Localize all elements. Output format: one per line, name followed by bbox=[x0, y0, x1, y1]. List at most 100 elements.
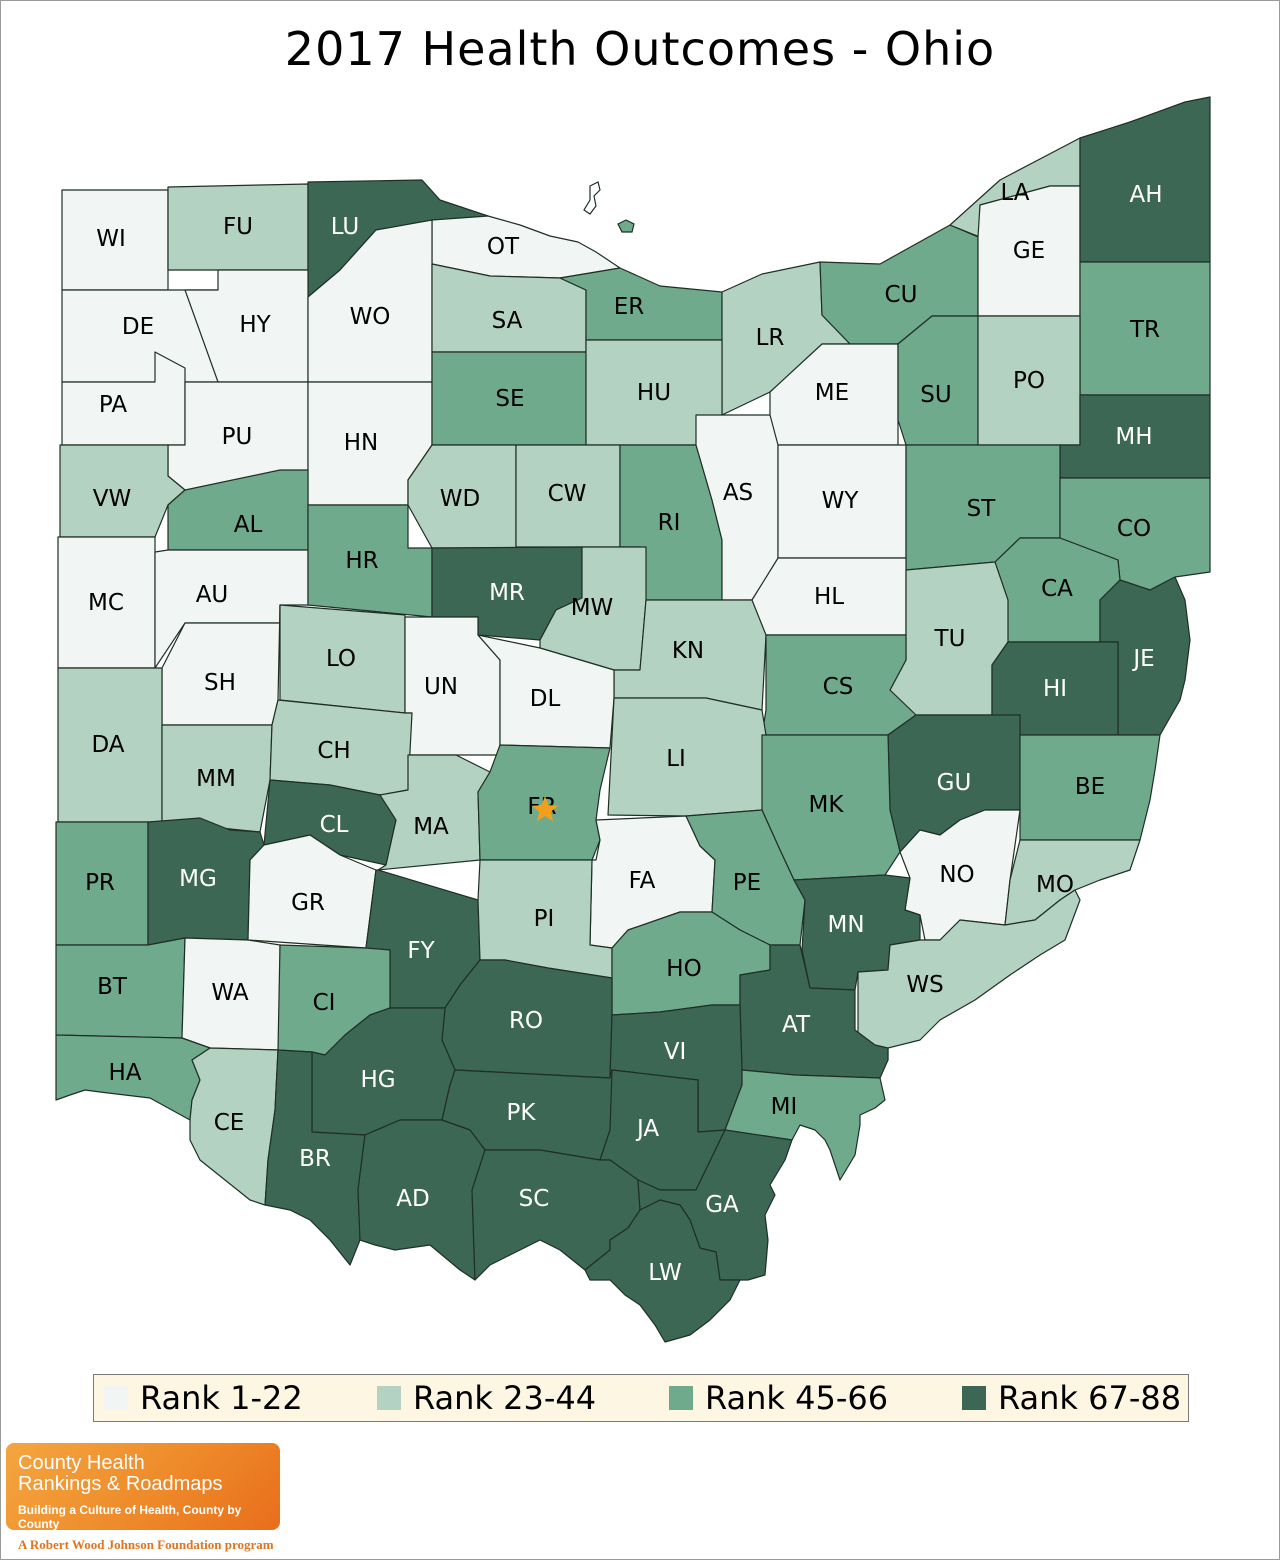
county-su[interactable] bbox=[897, 315, 979, 446]
county-label-sa: SA bbox=[492, 308, 523, 334]
island-kelleys bbox=[583, 181, 601, 215]
county-label-ga: GA bbox=[705, 1192, 739, 1218]
county-label-de: DE bbox=[122, 314, 154, 340]
legend-item-rank-1-22: Rank 1-22 bbox=[104, 1375, 303, 1421]
legend-item-rank-23-44: Rank 23-44 bbox=[377, 1375, 596, 1421]
county-label-vw: VW bbox=[93, 486, 131, 512]
lake-islands bbox=[583, 181, 635, 233]
county-label-li: LI bbox=[666, 746, 686, 772]
county-label-pu: PU bbox=[222, 424, 253, 450]
county-ah[interactable] bbox=[1079, 96, 1211, 263]
logo-tagline: Building a Culture of Health, County by … bbox=[18, 1503, 242, 1531]
county-label-hl: HL bbox=[814, 584, 844, 610]
county-label-hy: HY bbox=[239, 312, 271, 338]
legend-label: Rank 45-66 bbox=[705, 1379, 889, 1417]
legend-label: Rank 1-22 bbox=[140, 1379, 303, 1417]
county-label-ce: CE bbox=[214, 1110, 245, 1136]
county-label-mh: MH bbox=[1115, 424, 1152, 450]
county-label-cu: CU bbox=[885, 282, 918, 308]
county-label-mr: MR bbox=[489, 580, 525, 606]
county-label-ri: RI bbox=[658, 510, 681, 536]
star-icon bbox=[531, 796, 559, 822]
county-label-hu: HU bbox=[637, 380, 671, 406]
county-label-ws: WS bbox=[906, 972, 943, 998]
county-layer bbox=[55, 96, 1211, 1343]
county-label-po: PO bbox=[1013, 368, 1045, 394]
county-label-lw: LW bbox=[648, 1260, 681, 1286]
county-label-mn: MN bbox=[827, 912, 864, 938]
county-label-mc: MC bbox=[88, 590, 124, 616]
county-label-ja: JA bbox=[635, 1116, 659, 1142]
logo-line-2: Rankings & Roadmaps bbox=[18, 1473, 223, 1495]
county-label-ro: RO bbox=[509, 1008, 543, 1034]
county-label-tu: TU bbox=[934, 626, 966, 652]
legend-swatch-rank-23-44 bbox=[377, 1386, 401, 1410]
county-label-hi: HI bbox=[1043, 676, 1067, 702]
county-label-su: SU bbox=[920, 382, 951, 408]
county-label-mk: MK bbox=[809, 792, 845, 818]
county-ot[interactable] bbox=[431, 215, 621, 279]
county-label-sc: SC bbox=[519, 1186, 550, 1212]
county-label-gu: GU bbox=[937, 770, 972, 796]
county-label-tr: TR bbox=[1129, 317, 1160, 343]
ohio-county-map: WI FU LU OT DE HY WO SA ER LR CU LA GE AH TR PA PU HN SE HU… bbox=[55, 96, 1211, 1343]
chr-logo[interactable]: County Health Rankings & Roadmaps Buildi… bbox=[6, 1443, 280, 1531]
legend-label: Rank 67-88 bbox=[998, 1379, 1182, 1417]
county-label-mm: MM bbox=[196, 766, 236, 792]
county-lw[interactable] bbox=[584, 1199, 741, 1343]
county-label-layer: WI FU LU OT DE HY WO SA ER LR CU LA GE AH TR PA PU HN SE HU… bbox=[85, 180, 1162, 1286]
county-label-mw: MW bbox=[571, 595, 614, 621]
county-label-dl: DL bbox=[530, 686, 561, 712]
county-label-hn: HN bbox=[344, 430, 379, 456]
county-label-mi: MI bbox=[771, 1094, 798, 1120]
county-label-ge: GE bbox=[1013, 238, 1045, 264]
county-label-co: CO bbox=[1117, 516, 1151, 542]
county-label-un: UN bbox=[424, 674, 458, 700]
county-label-cw: CW bbox=[548, 481, 587, 507]
county-label-wo: WO bbox=[350, 304, 391, 330]
county-label-gr: GR bbox=[291, 890, 325, 916]
county-label-lo: LO bbox=[326, 646, 356, 672]
county-label-st: ST bbox=[967, 496, 997, 522]
county-label-as: AS bbox=[723, 480, 753, 506]
county-label-wi: WI bbox=[96, 226, 126, 252]
county-label-ca: CA bbox=[1041, 576, 1073, 602]
county-label-kn: KN bbox=[672, 638, 704, 664]
county-label-br: BR bbox=[299, 1146, 331, 1172]
county-label-fy: FY bbox=[407, 938, 435, 964]
county-label-fu: FU bbox=[223, 214, 253, 240]
county-label-bt: BT bbox=[97, 974, 128, 1000]
county-ws[interactable] bbox=[857, 889, 1081, 1061]
county-label-mg: MG bbox=[179, 866, 217, 892]
county-label-at: AT bbox=[782, 1012, 811, 1038]
county-label-ha: HA bbox=[108, 1060, 141, 1086]
county-label-je: JE bbox=[1131, 646, 1154, 672]
county-label-hr: HR bbox=[345, 548, 378, 574]
logo-line-1: County Health bbox=[18, 1452, 145, 1474]
legend-item-rank-45-66: Rank 45-66 bbox=[669, 1375, 888, 1421]
county-label-wa: WA bbox=[211, 980, 248, 1006]
county-ad[interactable] bbox=[357, 1119, 486, 1281]
county-label-pe: PE bbox=[733, 870, 761, 896]
county-label-ci: CI bbox=[313, 990, 336, 1016]
county-label-pi: PI bbox=[534, 906, 555, 932]
legend-swatch-rank-45-66 bbox=[669, 1386, 693, 1410]
county-br[interactable] bbox=[264, 1049, 366, 1266]
county-label-da: DA bbox=[91, 732, 124, 758]
map-legend: Rank 1-22 Rank 23-44 Rank 45-66 Rank 67-… bbox=[93, 1374, 1189, 1422]
county-label-cl: CL bbox=[320, 812, 349, 838]
county-label-ch: CH bbox=[317, 738, 350, 764]
county-label-ad: AD bbox=[396, 1186, 429, 1212]
county-gr[interactable] bbox=[247, 834, 377, 949]
county-label-lu: LU bbox=[331, 214, 360, 240]
county-label-mo: MO bbox=[1036, 872, 1074, 898]
county-dl[interactable] bbox=[477, 634, 615, 749]
county-li[interactable] bbox=[607, 697, 767, 817]
county-label-ot: OT bbox=[487, 234, 520, 260]
county-label-er: ER bbox=[614, 294, 645, 320]
county-label-al: AL bbox=[234, 512, 263, 538]
county-label-au: AU bbox=[196, 582, 229, 608]
county-label-ah: AH bbox=[1129, 182, 1162, 208]
county-label-no: NO bbox=[939, 862, 974, 888]
county-mm[interactable] bbox=[161, 724, 273, 833]
